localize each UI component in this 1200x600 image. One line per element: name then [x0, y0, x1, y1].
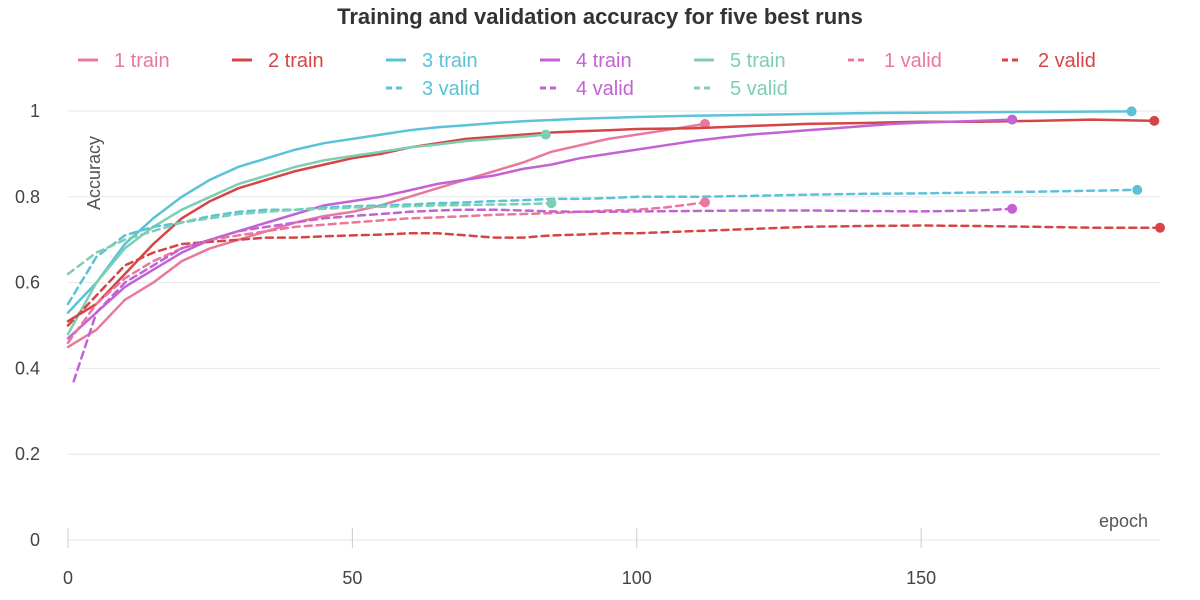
gridlines: [68, 110, 1160, 455]
legend-item[interactable]: 2 train: [232, 50, 324, 72]
series-end-marker: [1155, 222, 1165, 233]
legend-label: 1 train: [114, 50, 170, 72]
legend-item[interactable]: 4 valid: [540, 78, 634, 100]
legend-label: 3 valid: [422, 78, 480, 100]
x-axis-title: epoch: [1099, 511, 1148, 531]
y-tick-label: 0.6: [15, 273, 40, 293]
legend: 1 train 2 train 3 train 4 train 5 train 1 val…: [78, 50, 1096, 100]
y-tick-label: 1: [30, 101, 40, 121]
series-line-5-train: [66, 133, 548, 336]
series-line-1-valid: [66, 201, 707, 344]
series-line-4-valid: [72, 207, 1014, 383]
y-tick-label: 0.8: [15, 187, 40, 207]
x-tick-label: 50: [342, 568, 362, 588]
legend-label: 4 train: [576, 50, 632, 72]
legend-label: 2 train: [268, 50, 324, 72]
legend-item[interactable]: 4 train: [540, 50, 632, 72]
y-tick-label: 0.2: [15, 444, 40, 464]
legend-item[interactable]: 5 valid: [694, 78, 788, 100]
y-axis-title: Accuracy: [84, 136, 104, 210]
series-end-marker: [1007, 114, 1018, 125]
x-tick-label: 150: [906, 568, 936, 588]
legend-item[interactable]: 1 valid: [848, 50, 942, 72]
series-line-3-train: [66, 110, 1133, 314]
series-lines: [66, 106, 1165, 383]
legend-item[interactable]: 2 valid: [1002, 50, 1096, 72]
series-end-marker: [540, 129, 551, 140]
x-tick-label: 0: [63, 568, 73, 588]
series-end-marker: [700, 118, 710, 129]
legend-item[interactable]: 1 train: [78, 50, 170, 72]
series-end-marker: [1126, 106, 1137, 117]
series-end-marker: [1132, 184, 1143, 195]
legend-item[interactable]: 3 train: [386, 50, 478, 72]
legend-label: 2 valid: [1038, 50, 1096, 72]
legend-label: 5 valid: [730, 78, 788, 100]
series-line-5-valid: [66, 201, 553, 276]
legend-item[interactable]: 3 valid: [386, 78, 480, 100]
series-end-marker: [546, 198, 557, 209]
legend-item[interactable]: 5 train: [694, 50, 786, 72]
legend-label: 1 valid: [884, 50, 942, 72]
legend-label: 3 train: [422, 50, 478, 72]
series-line-2-valid: [66, 224, 1162, 327]
series-end-marker: [1149, 115, 1160, 126]
x-tick-label: 100: [622, 568, 652, 588]
series-line-3-valid: [66, 188, 1139, 306]
series-line-4-train: [66, 118, 1014, 340]
series-end-marker: [700, 197, 710, 208]
legend-label: 5 train: [730, 50, 786, 72]
y-tick-label: 0.4: [15, 358, 40, 378]
series-end-marker: [1007, 203, 1018, 214]
y-tick-label: 0: [30, 530, 40, 550]
series-line-2-train: [66, 118, 1156, 323]
axes: 0 0.2 0.4 0.6 0.8 1 0 50 100 150: [15, 101, 1160, 588]
legend-label: 4 valid: [576, 78, 634, 100]
chart-title: Training and validation accuracy for fiv…: [337, 4, 863, 29]
